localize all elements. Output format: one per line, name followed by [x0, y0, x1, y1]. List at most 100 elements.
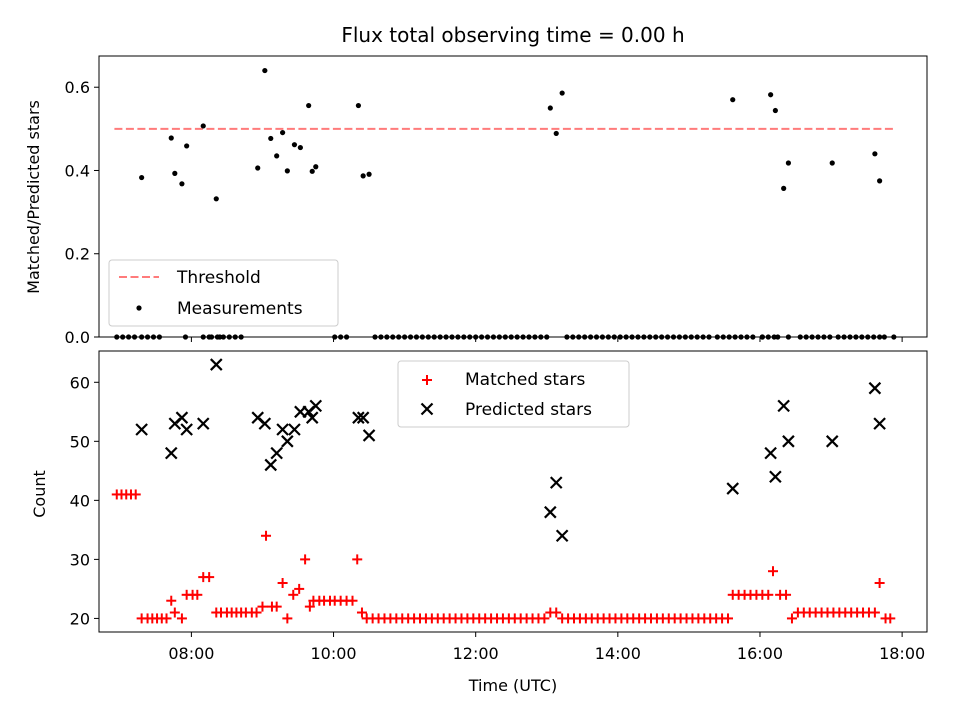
bottom-predicted-stars-point [135, 423, 148, 436]
top-measurements-point [168, 135, 174, 141]
top-y-tick-label: 0.2 [65, 245, 90, 264]
bottom-matched-stars-point [356, 607, 367, 618]
bottom-matched-stars-point [161, 613, 172, 624]
legend-measurements-label: Measurements [177, 299, 303, 319]
bottom-predicted-stars-point [777, 399, 790, 413]
bottom-matched-stars-point [304, 601, 315, 612]
bottom-predicted-stars-point [868, 381, 882, 395]
bottom-predicted-stars-point-b [164, 446, 178, 460]
bottom-predicted-stars-point [309, 399, 323, 413]
top-measurements-point [877, 178, 883, 184]
bottom-matched-stars-point [300, 554, 311, 565]
top-measurements-point [184, 143, 190, 149]
top-measurements-point [274, 153, 280, 159]
top-measurements-point [785, 160, 792, 166]
bottom-x-tick-label: 10:00 [310, 644, 356, 663]
top-measurements-point [872, 151, 878, 157]
bottom-predicted-stars-point [180, 423, 193, 436]
bottom-predicted-stars-point-b [544, 505, 557, 519]
bottom-predicted-stars-point-b [769, 470, 782, 484]
bottom-predicted-stars-point [281, 435, 294, 448]
top-measurements-point [255, 165, 261, 171]
top-measurements-point [553, 130, 559, 137]
bottom-y-tick-label: 20 [70, 609, 90, 628]
bottom-predicted-stars-point-b [782, 435, 795, 448]
bottom-matched-stars-point [271, 601, 282, 612]
top-measurements-point [262, 67, 268, 74]
bottom-predicted-stars-point [555, 529, 569, 543]
bottom-y-axis-label: Count [30, 470, 49, 518]
bottom-predicted-stars-point [196, 417, 210, 430]
top-measurements-point [284, 168, 290, 174]
bottom-predicted-stars-point [258, 417, 272, 430]
bottom-predicted-stars-point [769, 470, 782, 484]
top-measurements-point [309, 168, 315, 174]
bottom-predicted-stars-point [164, 446, 178, 460]
bottom-plot-area: 20 30 40 50 60 08:00 10:00 12:00 14:00 16:00 18:00… [70, 350, 928, 663]
bottom-x-tick-label: 08:00 [168, 644, 214, 663]
top-axes-frame [98, 55, 928, 338]
top-measurements-point [360, 173, 366, 179]
legend-matched-label: Matched stars [465, 370, 585, 390]
top-plot-area: 0.0 0.2 0.4 0.6 Threshold Measurements [65, 55, 928, 347]
top-legend-box [108, 259, 339, 327]
bottom-matched-stars-point [347, 595, 358, 606]
top-measurements-point [547, 105, 553, 111]
bottom-matched-stars-point [166, 595, 177, 606]
top-measurements-point [313, 164, 319, 170]
bottom-predicted-stars-point-b [362, 429, 376, 442]
bottom-predicted-stars-point-b [175, 411, 189, 424]
bottom-predicted-stars-point [264, 458, 278, 472]
top-measurements-point [200, 123, 206, 129]
bottom-predicted-stars-point [305, 411, 319, 424]
bottom-matched-stars-point [251, 607, 262, 618]
bottom-predicted-stars-point [726, 482, 740, 495]
bottom-matched-stars-point [176, 613, 187, 624]
bottom-predicted-stars-point-b [209, 358, 223, 371]
bottom-predicted-stars-point-b [180, 423, 193, 436]
bottom-predicted-stars-point [825, 435, 839, 448]
bottom-predicted-stars-point [782, 435, 795, 448]
bottom-predicted-stars-point-b [276, 423, 289, 436]
bottom-matched-stars-point [781, 589, 792, 600]
bottom-matched-stars-point [257, 601, 268, 612]
bottom-matched-stars-point [874, 578, 885, 589]
bottom-predicted-stars-point [209, 358, 223, 371]
bottom-predicted-stars-point [549, 476, 563, 489]
bottom-predicted-stars-point-b [777, 399, 790, 413]
top-y-axis-label: Matched/Predicted stars [24, 100, 43, 294]
legend-measurements-swatch [136, 305, 142, 311]
bottom-matched-stars-point [169, 607, 180, 618]
bottom-x-tick-label: 12:00 [453, 644, 499, 663]
top-measurements-point [781, 185, 787, 191]
bottom-predicted-stars-point [362, 429, 376, 442]
bottom-predicted-stars-point [175, 411, 189, 424]
top-y-tick-label: 0.6 [65, 78, 90, 97]
bottom-predicted-stars-point [276, 423, 289, 436]
top-measurements-point [268, 135, 274, 142]
bottom-predicted-stars-point-b [305, 411, 319, 424]
bottom-matched-stars-point [294, 583, 305, 594]
top-measurements-point [730, 97, 736, 103]
bottom-matched-stars-point [277, 578, 288, 589]
bottom-matched-stars-point [130, 489, 141, 500]
legend-threshold-label: Threshold [176, 268, 261, 288]
top-measurements-point [139, 174, 145, 181]
bottom-matched-stars-point [352, 554, 363, 565]
top-measurements-point [291, 142, 298, 148]
bottom-predicted-stars-point [544, 505, 557, 519]
top-measurements-point [306, 102, 312, 109]
bottom-predicted-stars-point-b [825, 435, 839, 448]
bottom-predicted-stars-point-b [873, 417, 886, 430]
bottom-predicted-stars-point [764, 446, 777, 460]
bottom-predicted-stars-point-b [549, 476, 563, 489]
top-measurements-point [179, 181, 185, 187]
bottom-predicted-stars-point-b [868, 381, 882, 395]
top-measurements-point [297, 144, 303, 151]
bottom-predicted-stars-point-b [264, 458, 278, 472]
bottom-predicted-stars-point-b [726, 482, 740, 495]
bottom-predicted-stars-point-b [764, 446, 777, 460]
bottom-predicted-stars-point-b [281, 435, 294, 448]
bottom-predicted-stars-point-b [196, 417, 210, 430]
bottom-predicted-stars-point [352, 411, 365, 424]
